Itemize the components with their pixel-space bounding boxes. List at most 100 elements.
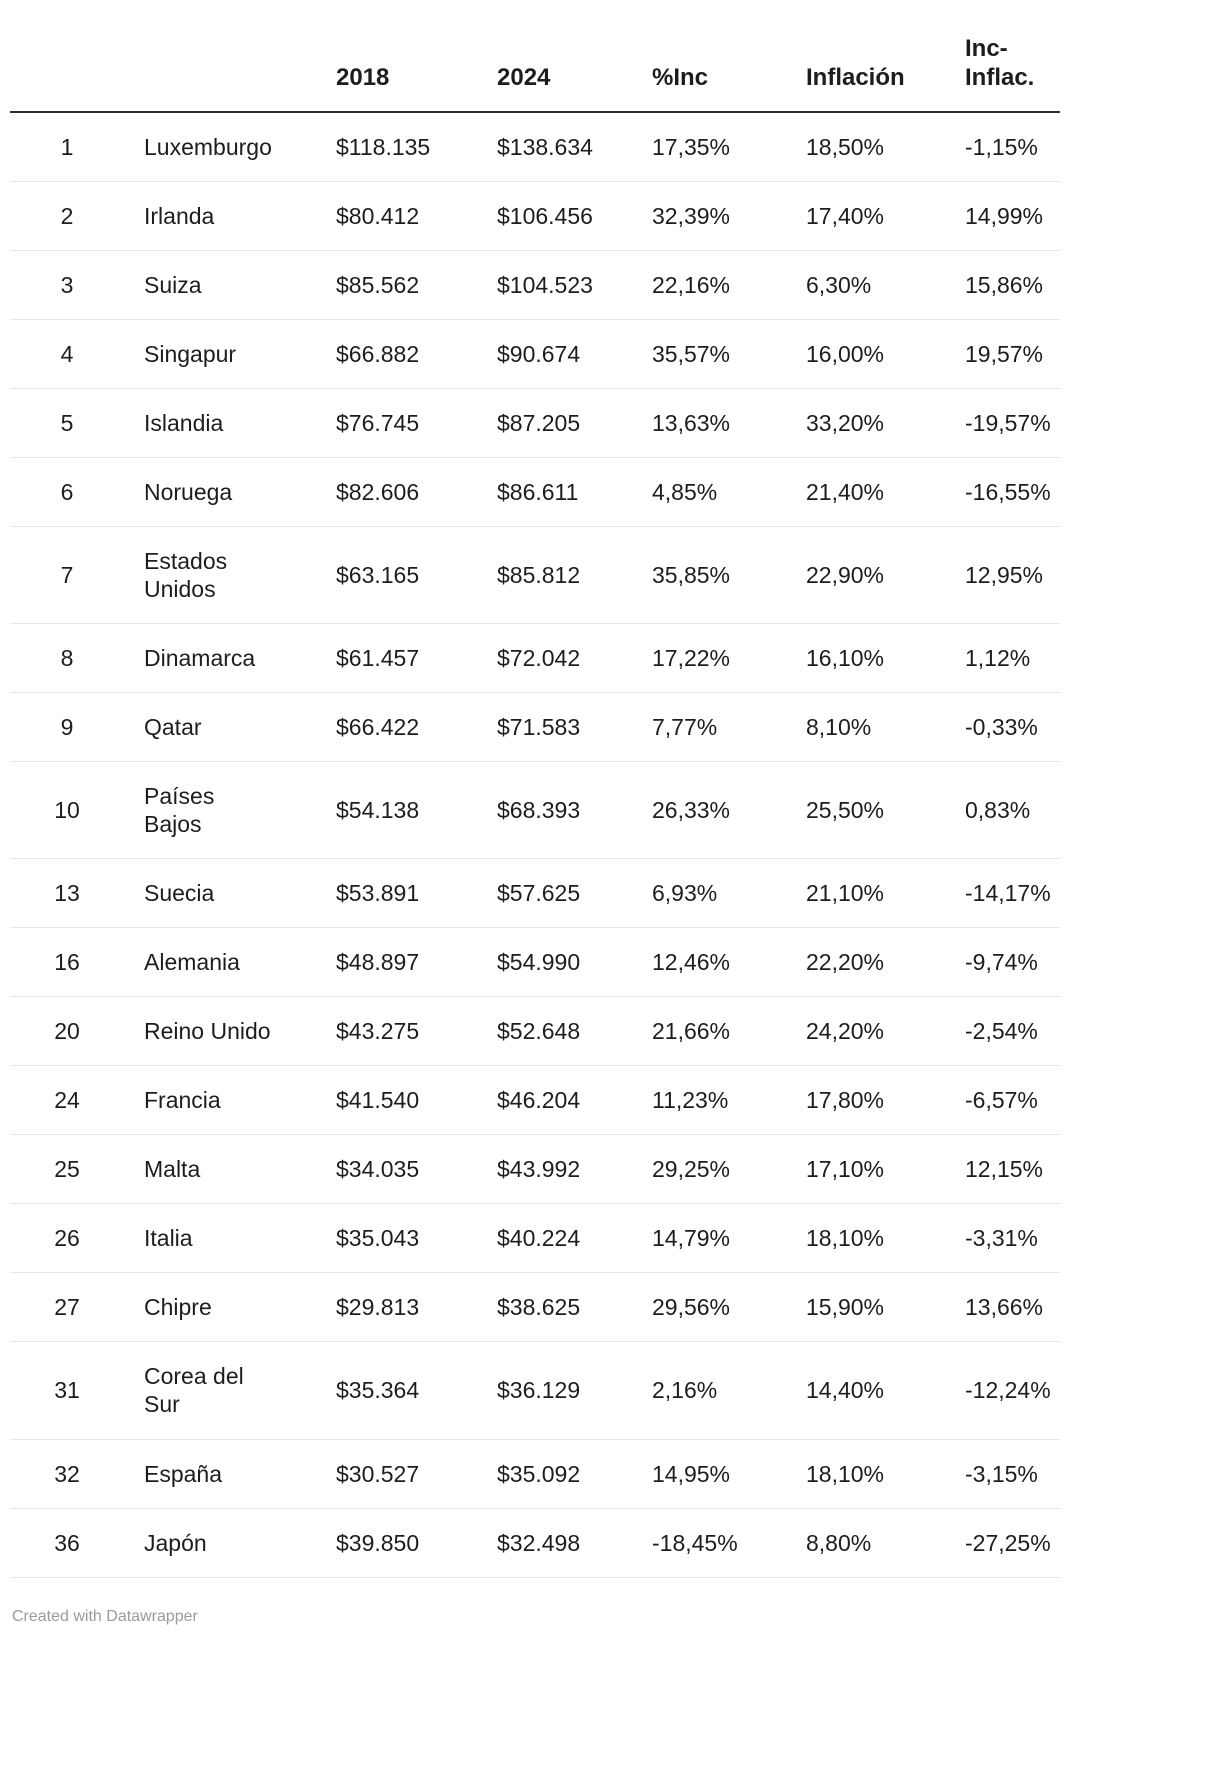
country-cell: Dinamarca [130,623,322,693]
table-header: 2018 2024 %Inc Inflación Inc-Inflac. [10,0,1060,113]
pct-inc-cell: 2,16% [638,1341,792,1440]
inflacion-cell: 22,20% [792,927,951,998]
pct-inc-cell: 32,39% [638,181,792,251]
inc-minus-inflac-cell: -12,24% [951,1341,1060,1440]
pct-inc-cell: 14,95% [638,1439,792,1509]
table-row: 27 Chipre $29.813 $38.625 29,56% 15,90% 13,66% [10,1272,1060,1343]
inflacion-cell: 16,10% [792,623,951,693]
pct-inc-cell: 12,46% [638,927,792,998]
value-2018-cell: $35.364 [322,1341,483,1440]
value-2024-cell: $57.625 [483,858,638,929]
table-row: 4 Singapur $66.882 $90.674 35,57% 16,00% 19,57… [10,319,1060,389]
table-row: 6 Noruega $82.606 $86.611 4,85% 21,40% -16,55% [10,457,1060,527]
inc-minus-inflac-cell: -27,25% [951,1508,1060,1578]
country-cell: Corea del Sur [130,1341,322,1440]
inflacion-cell: 18,10% [792,1439,951,1509]
inc-minus-inflac-cell: -14,17% [951,858,1060,929]
rank-cell: 6 [10,457,130,527]
pct-inc-cell: 17,22% [638,623,792,693]
inflacion-cell: 33,20% [792,388,951,458]
inflacion-cell: 17,80% [792,1065,951,1136]
inc-minus-inflac-cell: 12,95% [951,526,1060,624]
country-income-table: 2018 2024 %Inc Inflación Inc-Inflac. 1 Lu… [10,0,1060,1578]
pct-inc-cell: 29,25% [638,1134,792,1205]
country-cell: Qatar [130,692,322,763]
inflacion-cell: 17,10% [792,1134,951,1205]
country-cell: Alemania [130,927,322,998]
rank-cell: 1 [10,111,130,182]
value-2018-cell: $76.745 [322,388,483,458]
table-row: 20 Reino Unido $43.275 $52.648 21,66% 24,20% -… [10,996,1060,1067]
rank-cell: 26 [10,1203,130,1274]
rank-cell: 31 [10,1341,130,1440]
country-cell: Malta [130,1134,322,1205]
value-2024-cell: $52.648 [483,996,638,1067]
value-2024-cell: $138.634 [483,111,638,182]
inflacion-cell: 21,40% [792,457,951,527]
inflacion-cell: 16,00% [792,319,951,389]
inc-minus-inflac-cell: 12,15% [951,1134,1060,1205]
table-row: 16 Alemania $48.897 $54.990 12,46% 22,20% -9,7… [10,927,1060,998]
country-cell: Países Bajos [130,761,322,860]
table-row: 3 Suiza $85.562 $104.523 22,16% 6,30% 15,86% [10,250,1060,320]
value-2024-cell: $35.092 [483,1439,638,1509]
value-2024-cell: $90.674 [483,319,638,389]
rank-cell: 7 [10,526,130,624]
inflacion-cell: 18,50% [792,111,951,182]
value-2018-cell: $85.562 [322,250,483,320]
col-header-rank [10,0,130,113]
country-cell: Noruega [130,457,322,527]
table-body: 1 Luxemburgo $118.135 $138.634 17,35% 18,50% -… [10,111,1060,1578]
table-row: 8 Dinamarca $61.457 $72.042 17,22% 16,10% 1,12… [10,623,1060,693]
value-2018-cell: $48.897 [322,927,483,998]
col-header-pct-inc: %Inc [638,0,792,113]
pct-inc-cell: 35,85% [638,526,792,624]
pct-inc-cell: 7,77% [638,692,792,763]
col-header-inflacion: Inflación [792,0,951,113]
table-row: 10 Países Bajos $54.138 $68.393 26,33% 25,50%… [10,761,1060,860]
rank-cell: 27 [10,1272,130,1343]
value-2018-cell: $82.606 [322,457,483,527]
country-cell: Francia [130,1065,322,1136]
table-row: 13 Suecia $53.891 $57.625 6,93% 21,10% -14,17% [10,858,1060,929]
value-2024-cell: $54.990 [483,927,638,998]
rank-cell: 32 [10,1439,130,1509]
value-2018-cell: $35.043 [322,1203,483,1274]
value-2024-cell: $104.523 [483,250,638,320]
value-2018-cell: $29.813 [322,1272,483,1343]
inflacion-cell: 15,90% [792,1272,951,1343]
table-row: 7 Estados Unidos $63.165 $85.812 35,85% 22,90… [10,526,1060,624]
country-cell: Italia [130,1203,322,1274]
pct-inc-cell: 11,23% [638,1065,792,1136]
inc-minus-inflac-cell: -2,54% [951,996,1060,1067]
datawrapper-credit[interactable]: Created with Datawrapper [12,1607,198,1625]
pct-inc-cell: 17,35% [638,111,792,182]
value-2018-cell: $66.422 [322,692,483,763]
country-cell: Islandia [130,388,322,458]
pct-inc-cell: 6,93% [638,858,792,929]
inc-minus-inflac-cell: -1,15% [951,111,1060,182]
pct-inc-cell: 4,85% [638,457,792,527]
country-cell: Singapur [130,319,322,389]
col-header-inc-inflac: Inc-Inflac. [951,0,1060,113]
value-2018-cell: $80.412 [322,181,483,251]
inc-minus-inflac-cell: -0,33% [951,692,1060,763]
header-row: 2018 2024 %Inc Inflación Inc-Inflac. [10,0,1060,113]
table-row: 32 España $30.527 $35.092 14,95% 18,10% -3,15% [10,1439,1060,1509]
rank-cell: 8 [10,623,130,693]
pct-inc-cell: 26,33% [638,761,792,860]
inc-minus-inflac-cell: -16,55% [951,457,1060,527]
value-2024-cell: $85.812 [483,526,638,624]
rank-cell: 16 [10,927,130,998]
inc-minus-inflac-cell: 19,57% [951,319,1060,389]
value-2024-cell: $46.204 [483,1065,638,1136]
inflacion-cell: 8,10% [792,692,951,763]
table-row: 1 Luxemburgo $118.135 $138.634 17,35% 18,50% -… [10,111,1060,182]
rank-cell: 2 [10,181,130,251]
inc-minus-inflac-cell: 0,83% [951,761,1060,860]
table-row: 9 Qatar $66.422 $71.583 7,77% 8,10% -0,33% [10,692,1060,763]
rank-cell: 25 [10,1134,130,1205]
value-2024-cell: $86.611 [483,457,638,527]
pct-inc-cell: 29,56% [638,1272,792,1343]
value-2018-cell: $41.540 [322,1065,483,1136]
